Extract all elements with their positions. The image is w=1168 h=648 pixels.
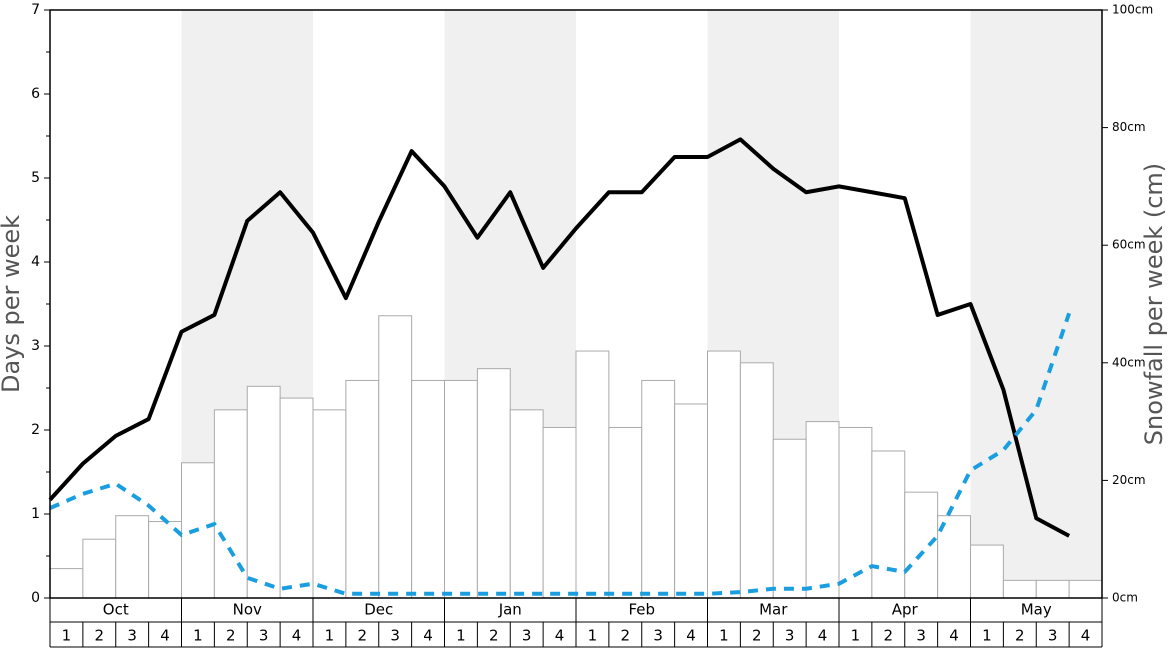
week-label: 3 [785,627,795,645]
snowfall-bar [411,379,445,599]
snowfall-bar [970,544,1004,599]
snowfall-bar [838,426,873,599]
week-label: 3 [259,627,269,645]
snowfall-bar [674,403,708,599]
snowfall-bar [476,368,511,599]
week-label: 2 [1015,627,1025,645]
y-tick-label: 1 [31,506,40,522]
week-label: 2 [489,627,499,645]
y2-tick-label: 40cm [1112,355,1146,369]
snowfall-bar [246,385,281,599]
month-label: May [1021,601,1052,619]
month-label: Mar [759,601,788,619]
snowfall-bar [904,491,939,599]
y2-tick-label: 100cm [1112,3,1153,17]
week-label: 2 [358,627,368,645]
month-shade [970,10,1102,598]
snowfall-bar [82,538,117,599]
y-tick-label: 3 [31,338,40,354]
snowfall-bar [542,426,577,599]
week-label: 1 [588,627,598,645]
snowfall-bar [444,379,478,599]
week-label: 1 [456,627,466,645]
solid-line [48,137,1071,538]
snowfall-bar [707,350,741,599]
y-axis-label: Days per week [0,215,25,393]
week-label: 4 [686,627,696,645]
week-label: 4 [292,627,302,645]
week-label: 2 [884,627,894,645]
y-tick-label: 0 [31,590,40,606]
snowfall-bar [805,421,840,599]
snowfall-bar [739,362,774,599]
week-label: 2 [95,627,105,645]
snowfall-bar [115,515,150,599]
week-label: 1 [719,627,729,645]
dashed-line [49,312,1072,596]
snowfall-bar [871,450,906,599]
week-label: 2 [752,627,762,645]
snowfall-bar [378,315,413,599]
week-label: 1 [982,627,992,645]
y2-tick-label: 60cm [1112,238,1146,252]
snowfall-bar [1068,579,1103,599]
snowfall-bar [1035,579,1070,599]
week-label: 4 [1081,627,1091,645]
week-label: 3 [916,627,926,645]
week-label: 3 [1048,627,1058,645]
week-label: 3 [522,627,532,645]
week-label: 4 [555,627,565,645]
snowfall-bar [608,426,643,599]
week-label: 3 [390,627,400,645]
snowfall-bar [575,350,610,599]
y-tick-label: 4 [31,254,40,270]
snowfall-bar [279,397,314,599]
week-label: 3 [653,627,663,645]
month-label: Apr [892,601,919,619]
week-label: 4 [160,627,170,645]
week-label: 1 [325,627,335,645]
week-label: 2 [621,627,631,645]
y-tick-label: 6 [31,86,40,102]
y2-axis-label: Snowfall per week (cm) [1140,163,1168,445]
y2-tick-label: 80cm [1112,120,1146,134]
y2-tick-label: 0cm [1112,591,1138,605]
y-tick-label: 7 [31,2,40,18]
month-label: Dec [364,601,393,619]
week-label: 2 [226,627,236,645]
week-label: 3 [127,627,137,645]
y-tick-label: 5 [31,170,40,186]
snowfall-bar [345,379,380,599]
week-label: 1 [851,627,861,645]
snowfall-bar [49,568,84,599]
month-label: Jan [498,601,522,619]
month-label: Nov [233,601,262,619]
month-label: Feb [628,601,655,619]
week-label: 4 [949,627,959,645]
month-label: Oct [103,601,129,619]
week-label: 4 [818,627,828,645]
snowfall-bar [772,438,807,599]
snowfall-bar [312,409,347,599]
snowfall-bar [509,409,544,599]
week-label: 4 [423,627,433,645]
week-label: 1 [193,627,203,645]
snowfall-bar [937,515,971,599]
week-label: 1 [62,627,72,645]
y-tick-label: 2 [31,422,40,438]
snowfall-bar [1002,579,1037,599]
y2-tick-label: 20cm [1112,473,1146,487]
snowfall-bar [641,379,676,599]
